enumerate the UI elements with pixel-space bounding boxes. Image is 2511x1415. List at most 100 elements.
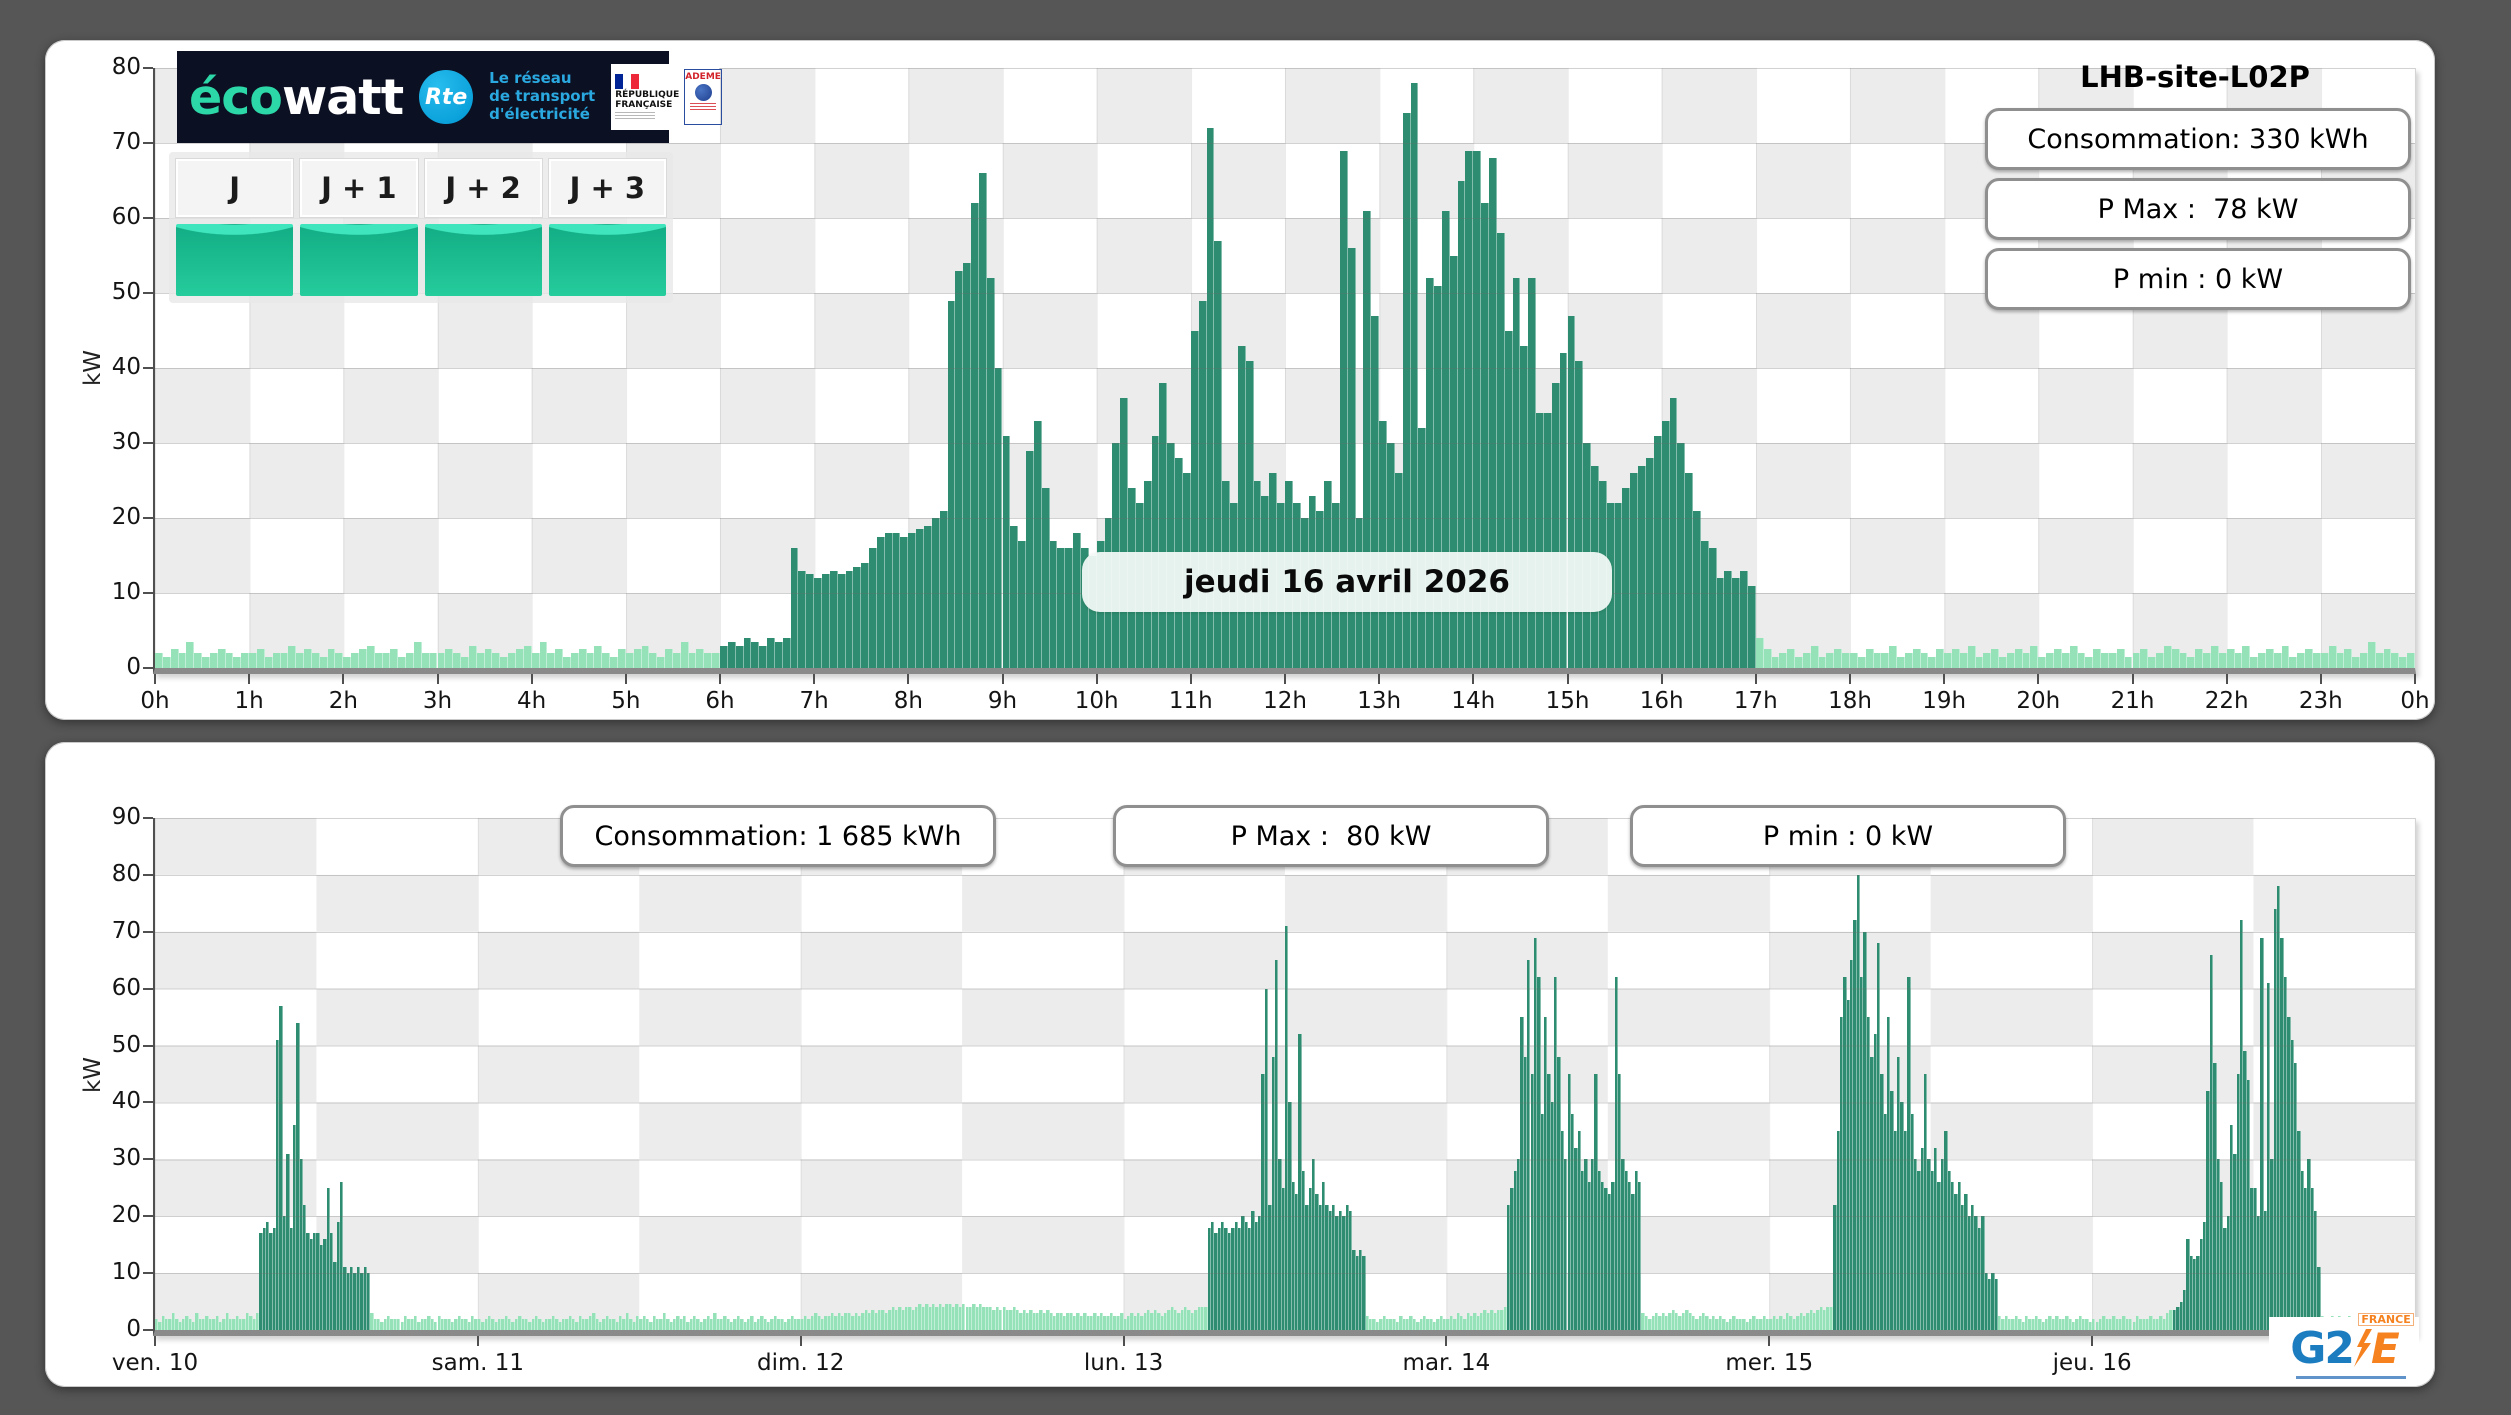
bar — [1057, 548, 1066, 668]
bar — [2187, 656, 2196, 668]
bar — [679, 1318, 683, 1330]
bar — [854, 1312, 858, 1330]
bar — [669, 1321, 673, 1330]
bar — [1959, 653, 1968, 668]
bar — [296, 1022, 300, 1330]
x-tick-mark — [1122, 1336, 1125, 1346]
bar — [1026, 1312, 1030, 1330]
bar — [911, 1310, 916, 1330]
bar — [2108, 653, 2117, 668]
bar — [1190, 330, 1199, 668]
bar — [1910, 1113, 1914, 1330]
bar — [672, 653, 681, 668]
x-tick-mark — [719, 674, 721, 684]
bar — [2234, 653, 2243, 668]
weekly-chart-plot[interactable] — [153, 818, 2416, 1336]
bar — [1621, 1159, 1625, 1330]
bar — [265, 1221, 270, 1330]
bar — [1476, 1315, 1481, 1330]
forecast-signal-tile-j1[interactable] — [300, 224, 418, 296]
bar — [712, 653, 720, 668]
y-tick-mark — [143, 1329, 153, 1331]
bar — [727, 641, 736, 668]
bar — [904, 1307, 909, 1330]
y-tick-mark — [143, 1272, 153, 1275]
bar — [656, 1318, 660, 1330]
bar — [194, 653, 203, 668]
bar — [1251, 1210, 1255, 1330]
bar — [521, 1318, 525, 1330]
bar — [774, 641, 783, 668]
bar — [1517, 1159, 1521, 1330]
bar — [259, 1233, 263, 1330]
bar — [989, 1307, 993, 1330]
bar — [2317, 1267, 2321, 1330]
bar — [2307, 1159, 2311, 1330]
bar — [639, 1318, 643, 1330]
x-tick-label: 10h — [1074, 688, 1119, 714]
bar — [1151, 435, 1160, 668]
bar — [665, 649, 673, 668]
bar — [1244, 1221, 1248, 1330]
bar — [2176, 1307, 2180, 1330]
x-tick-mark — [1660, 674, 1663, 684]
bar — [971, 203, 979, 668]
ademe-label: ADEME — [685, 72, 721, 82]
y-tick-label: 30 — [111, 1145, 141, 1172]
bar — [1715, 1318, 1719, 1330]
bar — [2360, 653, 2368, 668]
bar — [1211, 1221, 1215, 1330]
bar — [820, 1318, 825, 1330]
forecast-signal-tile-j[interactable] — [176, 224, 294, 296]
bar — [1624, 1170, 1629, 1330]
forecast-signal-tile-j3[interactable] — [548, 224, 666, 296]
bar — [625, 1312, 630, 1330]
bar — [1504, 330, 1513, 668]
bar — [1897, 656, 1905, 668]
bar — [797, 1318, 801, 1330]
x-tick-label: 17h — [1733, 688, 1778, 714]
bar — [390, 649, 399, 668]
bar — [2304, 1187, 2308, 1330]
bar — [867, 1312, 872, 1330]
bar — [921, 1307, 926, 1330]
bar — [1194, 1310, 1198, 1330]
bar — [551, 1315, 556, 1330]
bar — [255, 1312, 260, 1330]
bar — [743, 1321, 747, 1330]
x-tick-mark — [624, 674, 627, 684]
x-tick-label: 1h — [234, 688, 264, 714]
y-tick-label: 40 — [111, 354, 141, 380]
bar — [588, 1315, 593, 1330]
bar — [1688, 1312, 1692, 1330]
bar — [578, 1315, 583, 1330]
bar — [1217, 1227, 1222, 1330]
bar — [208, 1318, 213, 1330]
bar — [672, 1318, 677, 1330]
forecast-signal-tile-j2[interactable] — [424, 224, 542, 296]
daily-pmax-stat: P Max : 78 kW — [1985, 178, 2411, 240]
bar — [1449, 255, 1458, 668]
bar — [2028, 1318, 2032, 1330]
bar — [1371, 315, 1380, 668]
x-tick-label: 4h — [517, 688, 547, 714]
bar — [901, 1310, 905, 1330]
bar — [2098, 1318, 2103, 1330]
bar — [782, 638, 791, 668]
bar — [2375, 653, 2384, 668]
bar — [1190, 1312, 1195, 1330]
bar — [1206, 128, 1215, 668]
bar — [830, 1312, 835, 1330]
bar — [1496, 233, 1505, 668]
bar — [2267, 983, 2271, 1330]
bar — [1708, 548, 1717, 668]
bar — [2171, 649, 2180, 668]
bar — [1698, 1315, 1703, 1330]
bar — [1850, 653, 1858, 668]
y-tick-mark — [143, 517, 153, 519]
bar — [1473, 1312, 1477, 1330]
bar — [1789, 1315, 1793, 1330]
x-tick-label: 23h — [2298, 688, 2343, 714]
bar — [2320, 653, 2329, 668]
